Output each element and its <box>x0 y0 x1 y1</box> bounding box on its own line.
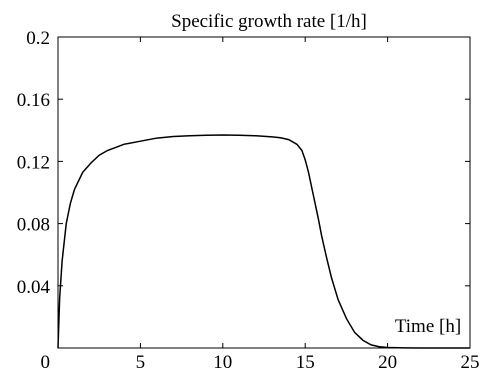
x-tick-label: 25 <box>461 352 480 373</box>
plot-area <box>57 36 471 349</box>
x-tick-label: 15 <box>296 352 315 373</box>
x-tick-label: 10 <box>213 352 232 373</box>
y-tick-label: 0.12 <box>17 152 50 173</box>
y-tick-label: 0.04 <box>17 277 51 298</box>
x-tick-label: 5 <box>136 352 146 373</box>
x-axis: 5 10 15 20 25 <box>57 37 480 373</box>
y-tick-label: 0.2 <box>26 28 50 49</box>
y-axis: 0 0.04 0.08 0.12 0.16 0.2 <box>17 28 470 373</box>
y-tick-label: 0 <box>41 352 51 373</box>
y-tick-label: 0.08 <box>17 215 50 236</box>
x-tick-label: 20 <box>378 352 397 373</box>
x-axis-label: Time [h] <box>395 316 461 337</box>
chart-title: Specific growth rate [1/h] <box>171 11 367 32</box>
growth-rate-line <box>57 134 470 349</box>
y-tick-label: 0.16 <box>17 90 50 111</box>
